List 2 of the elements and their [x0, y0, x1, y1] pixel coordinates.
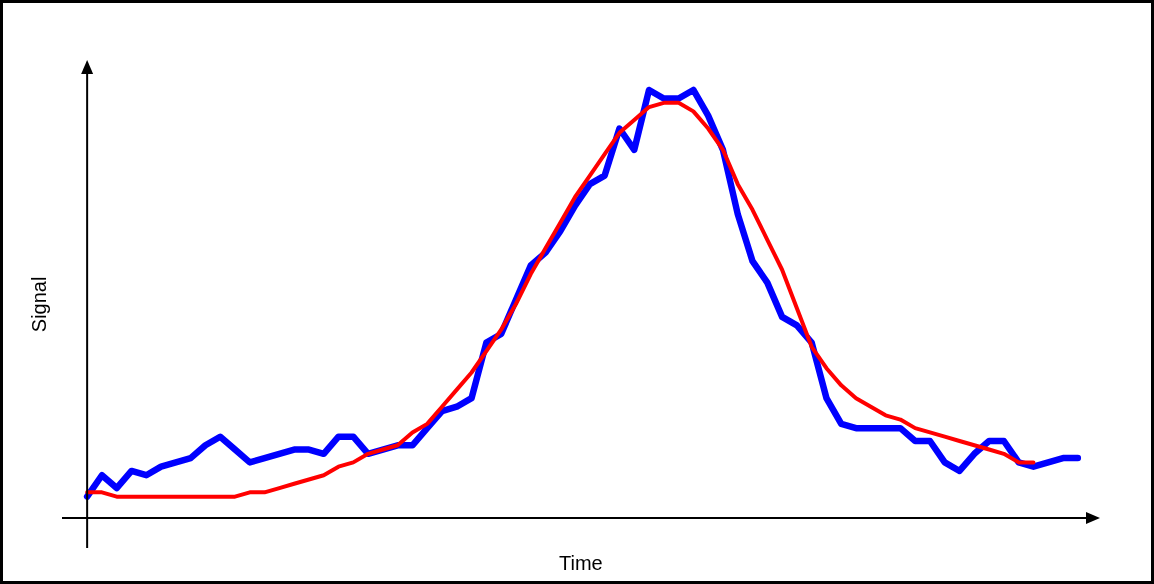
x-axis-title: Time	[559, 552, 603, 574]
y-axis-title: Signal	[28, 276, 51, 333]
